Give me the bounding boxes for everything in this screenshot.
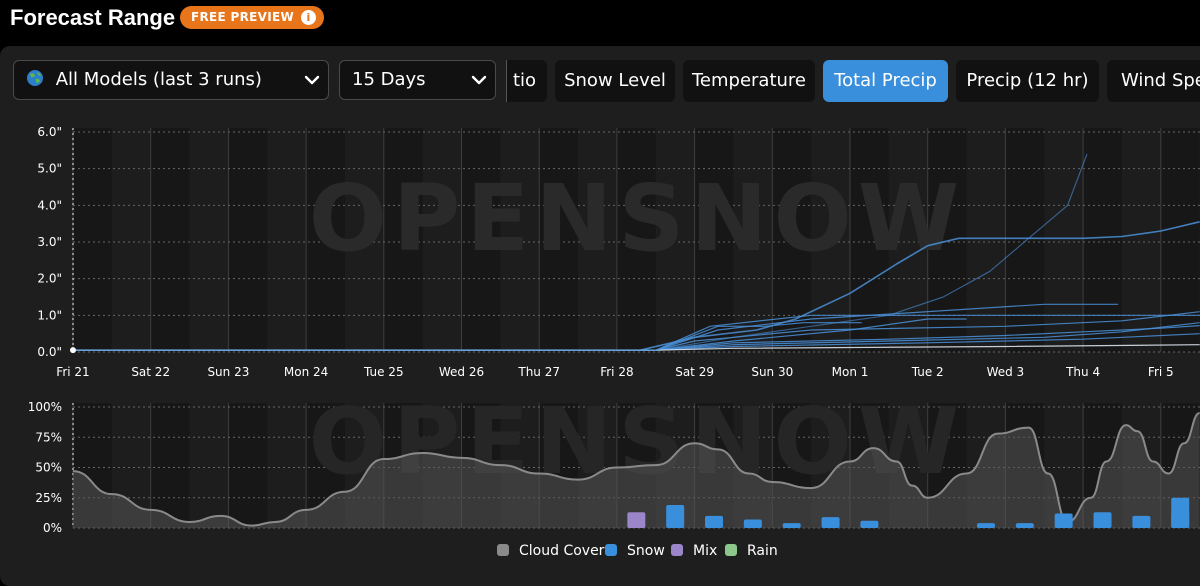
x-tick-label: Mon 24	[284, 365, 328, 379]
tab-wind-speed-partial[interactable]: Wind Spe	[1107, 60, 1200, 102]
x-tick-label: Wed 26	[439, 365, 484, 379]
page-header: Forecast Range FREE PREVIEW i	[0, 0, 1200, 42]
x-tick-label: Tue 25	[363, 365, 404, 379]
snow-bar	[860, 521, 878, 528]
x-tick-label: Mon 1	[832, 365, 869, 379]
snow-bar	[1055, 513, 1073, 528]
legend-snow[interactable]: Snow	[605, 543, 665, 559]
chart-legend: Cloud Cover Snow Mix Rain	[0, 543, 1200, 563]
snow-bar	[1132, 516, 1150, 528]
y-tick-label: 3.0"	[37, 235, 62, 249]
day-band	[267, 403, 306, 528]
y-tick-label: 50%	[35, 461, 62, 475]
x-tick-label: Sat 22	[131, 365, 170, 379]
snow-bar	[977, 523, 995, 528]
total-precip-chart: OPENSNOW 0.0" 1.0" 2.0" 3.0" 4.0" 5.0" 6.0" Fri…	[0, 110, 1200, 380]
chevron-down-icon	[304, 72, 320, 88]
y-tick-label: 2.0"	[37, 272, 62, 286]
snow-bar	[1171, 498, 1189, 528]
cloud-cover-swatch	[497, 544, 509, 556]
y-tick-label: 4.0"	[37, 198, 62, 212]
snow-bar	[744, 520, 762, 528]
y-tick-label: 5.0"	[37, 162, 62, 176]
series-start-point	[70, 347, 76, 353]
day-band	[190, 403, 229, 528]
range-select-value: 15 Days	[352, 61, 426, 99]
x-tick-label: Fri 5	[1148, 365, 1174, 379]
snow-bar	[822, 517, 840, 528]
tab-total-precip[interactable]: Total Precip	[823, 60, 948, 102]
tab-precipitation-partial[interactable]: tio	[506, 60, 547, 102]
tab-snow-level[interactable]: Snow Level	[555, 60, 675, 102]
badge-label: FREE PREVIEW	[191, 10, 294, 24]
legend-mix[interactable]: Mix	[671, 543, 717, 559]
model-select-value: All Models (last 3 runs)	[56, 69, 262, 90]
watermark: OPENSNOW	[309, 165, 965, 272]
snow-bar	[1016, 523, 1034, 528]
day-band	[967, 128, 1006, 352]
y-tick-label: 0.0"	[37, 345, 62, 359]
y-tick-label: 1.0"	[37, 308, 62, 322]
rain-swatch	[725, 544, 737, 556]
mix-bar	[627, 512, 645, 528]
free-preview-badge[interactable]: FREE PREVIEW i	[180, 6, 324, 29]
day-band	[190, 128, 229, 352]
day-band	[112, 128, 151, 352]
info-icon[interactable]: i	[301, 10, 316, 25]
y-tick-label: 25%	[35, 491, 62, 505]
day-band	[1044, 128, 1083, 352]
snow-bar	[783, 523, 801, 528]
tab-temperature[interactable]: Temperature	[683, 60, 815, 102]
y-tick-label: 75%	[35, 430, 62, 444]
x-tick-label: Wed 3	[987, 365, 1025, 379]
snow-bar	[1094, 512, 1112, 528]
legend-cloud-cover[interactable]: Cloud Cover	[497, 543, 604, 559]
snow-bar	[666, 505, 684, 528]
model-select[interactable]: All Models (last 3 runs)	[13, 60, 329, 100]
x-tick-label: Sun 30	[751, 365, 793, 379]
x-tick-label: Fri 21	[56, 365, 89, 379]
y-tick-label: 100%	[28, 400, 62, 414]
range-select[interactable]: 15 Days	[339, 60, 496, 100]
x-tick-label: Tue 2	[911, 365, 944, 379]
x-tick-label: Sat 29	[675, 365, 714, 379]
mix-swatch	[671, 544, 683, 556]
cloud-snow-chart: OPENSNOW 0%25%50%75%100%	[0, 395, 1200, 535]
x-tick-label: Fri 28	[600, 365, 633, 379]
x-tick-label: Thu 27	[517, 365, 560, 379]
x-tick-label: Thu 4	[1065, 365, 1100, 379]
page-title: Forecast Range	[10, 5, 175, 31]
snow-bar	[705, 516, 723, 528]
day-band	[267, 128, 306, 352]
tab-precip-12hr[interactable]: Precip (12 hr)	[956, 60, 1099, 102]
y-tick-label: 6.0"	[37, 125, 62, 139]
chevron-down-icon	[471, 72, 487, 88]
snow-swatch	[605, 544, 617, 556]
y-tick-label: 0%	[43, 521, 62, 535]
globe-icon	[26, 69, 56, 90]
x-tick-label: Sun 23	[207, 365, 249, 379]
legend-rain[interactable]: Rain	[725, 543, 778, 559]
